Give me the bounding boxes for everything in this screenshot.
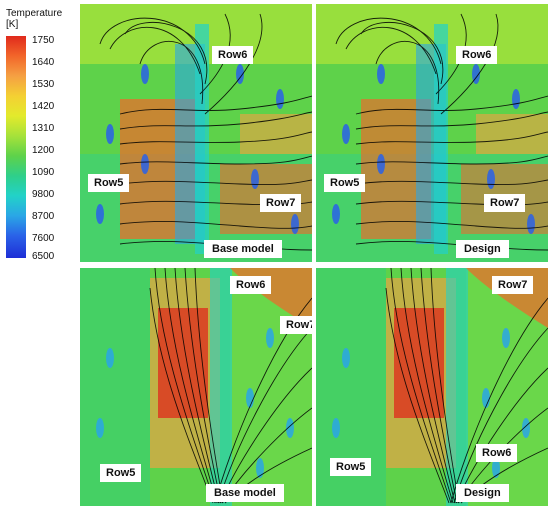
panel-top-left: Row6 Row5 Row7 Base model [80,4,312,262]
model-label: Design [456,484,509,502]
row-label: Row7 [280,316,312,334]
row-label: Row5 [100,464,142,482]
row-label: Row6 [476,444,518,462]
row-label: Row6 [456,46,498,64]
row-label: Row5 [330,458,372,476]
legend-tick: 1200 [32,145,55,156]
model-label: Design [456,240,509,258]
panel-bottom-left: Row6 Row7 Row5 Base model [80,268,312,506]
row-label: Row5 [324,174,366,192]
temperature-legend: Temperature [K] 1750 1640 1530 1420 1310… [6,8,78,262]
legend-tick: 1420 [32,101,55,112]
model-label: Base model [204,240,282,258]
panel-bottom-right: Row7 Row6 Row5 Design [316,268,548,506]
row-label: Row7 [260,194,302,212]
legend-tick: 1750 [32,35,55,46]
legend-tick: 8700 [32,211,55,222]
row-label: Row5 [88,174,130,192]
legend-tick: 1640 [32,57,55,68]
legend-tick: 1090 [32,167,55,178]
model-label: Base model [206,484,284,502]
row-label: Row7 [484,194,526,212]
legend-tick: 6500 [32,251,55,262]
legend-unit: [K] [6,19,19,30]
row-label: Row6 [230,276,272,294]
contour-plot [80,4,312,262]
row-label: Row7 [492,276,534,294]
legend-tick: 7600 [32,233,55,244]
row-label: Row6 [212,46,254,64]
panel-top-right: Row6 Row5 Row7 Design [316,4,548,262]
legend-colorbar [6,36,26,258]
legend-tick: 1310 [32,123,55,134]
legend-title: Temperature [6,8,63,19]
legend-tick: 1530 [32,79,55,90]
contour-plot [316,4,548,262]
legend-tick: 9800 [32,189,55,200]
